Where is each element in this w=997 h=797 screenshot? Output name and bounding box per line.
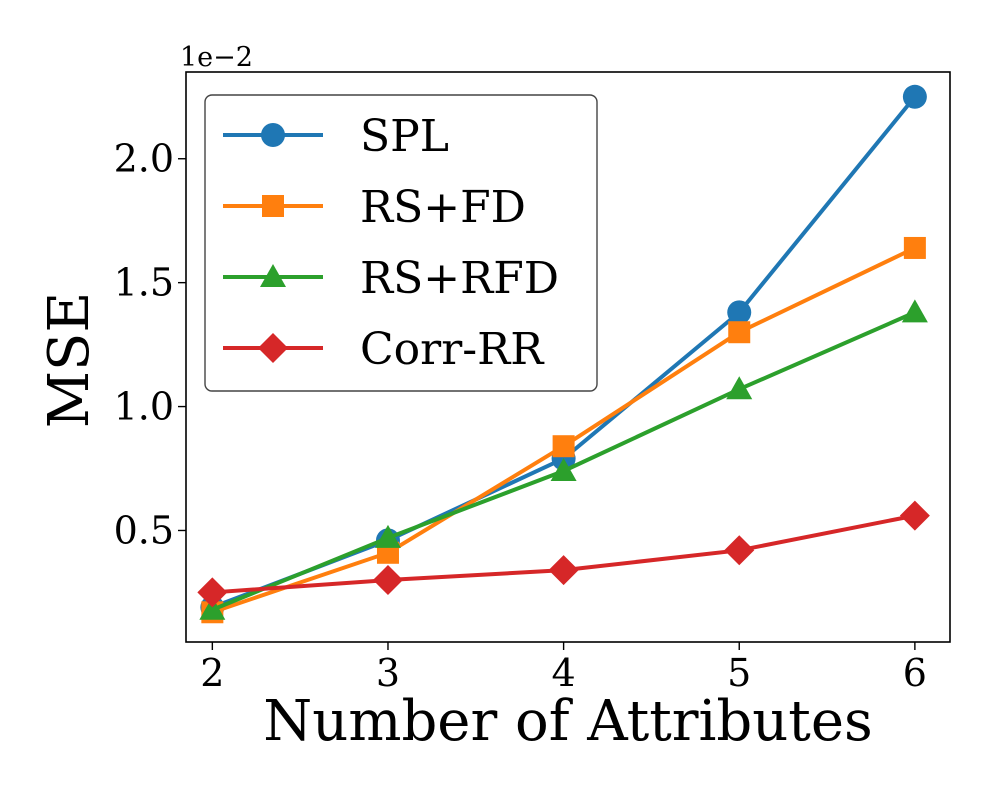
data-point-corr-rr xyxy=(724,535,755,566)
legend-marker-rs-rfd xyxy=(260,264,286,287)
x-axis-title: Number of Attributes xyxy=(263,689,872,754)
data-point-corr-rr xyxy=(372,565,403,596)
legend-marker-corr-rr xyxy=(258,333,288,363)
y-axis-title: MSE xyxy=(37,292,102,429)
data-point-rs-rfd xyxy=(550,458,577,481)
data-point-spl xyxy=(727,300,752,325)
data-point-spl xyxy=(902,84,927,109)
data-point-rs-rfd xyxy=(374,524,401,548)
x-tick-label: 3 xyxy=(376,651,400,695)
plot-area: 2 3 4 5 6 0.5 1.0 1.5 2.0 xyxy=(114,71,951,695)
legend-label-spl: SPL xyxy=(360,111,449,162)
x-tick-label: 6 xyxy=(903,651,927,695)
y-tick-label: 1.5 xyxy=(114,261,174,305)
x-tick-label: 2 xyxy=(200,651,224,695)
data-point-corr-rr xyxy=(899,500,930,531)
data-point-rs-rfd xyxy=(726,376,753,400)
legend-box xyxy=(204,94,598,392)
data-point-corr-rr xyxy=(548,555,579,586)
legend-label-rs-fd: RS+FD xyxy=(360,182,526,233)
legend-label-corr-rr: Corr-RR xyxy=(360,324,545,375)
y-tick-label: 1.0 xyxy=(114,385,174,429)
data-point-rs-rfd xyxy=(199,596,226,620)
x-tick-label: 5 xyxy=(727,651,751,695)
data-point-rs-rfd xyxy=(901,299,928,323)
y-tick-label: 0.5 xyxy=(114,508,174,552)
data-point-rs-fd xyxy=(903,236,926,259)
legend-marker-spl xyxy=(261,123,285,147)
data-point-rs-fd xyxy=(728,321,751,344)
y-tick-label: 2.0 xyxy=(114,137,174,181)
x-tick-label: 4 xyxy=(552,651,576,695)
y-scale-offset-label: 1e−2 xyxy=(180,42,253,73)
data-point-corr-rr xyxy=(197,577,228,608)
legend-marker-rs-fd xyxy=(262,195,284,217)
plot-frame xyxy=(185,71,951,643)
data-point-rs-fd xyxy=(552,435,575,458)
legend: SPL RS+FD RS+RFD Corr-RR xyxy=(204,94,598,392)
legend-label-rs-rfd: RS+RFD xyxy=(360,253,559,304)
